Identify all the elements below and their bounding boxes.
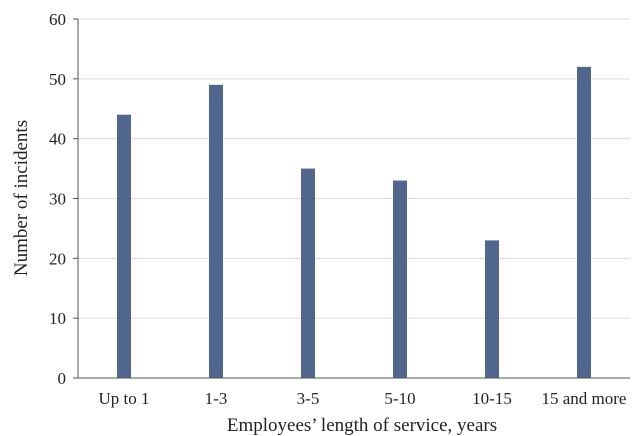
y-tick-label: 0 xyxy=(58,369,67,388)
y-axis-title: Number of incidents xyxy=(11,120,32,276)
x-tick-label: Up to 1 xyxy=(99,389,150,408)
y-tick-label: 60 xyxy=(49,10,66,29)
x-tick-label: 5-10 xyxy=(384,389,415,408)
bar xyxy=(393,181,407,378)
x-tick-label: 1-3 xyxy=(205,389,228,408)
x-axis-title: Employees’ length of service, years xyxy=(227,415,497,436)
y-tick-label: 20 xyxy=(49,249,66,268)
gridlines xyxy=(78,19,630,318)
y-tick-label: 50 xyxy=(49,70,66,89)
bar xyxy=(117,115,131,378)
x-tick-labels: Up to 1 1-3 3-5 5-10 10-15 15 and more xyxy=(99,389,627,408)
bar xyxy=(485,240,499,378)
y-tick-labels: 0 10 20 30 40 50 60 xyxy=(49,10,66,388)
bar xyxy=(209,85,223,378)
bar xyxy=(301,169,315,378)
bars xyxy=(117,67,591,378)
y-tick-label: 10 xyxy=(49,309,66,328)
y-tick-label: 30 xyxy=(49,190,66,209)
x-tick-label: 3-5 xyxy=(297,389,320,408)
x-tick-label: 15 and more xyxy=(542,389,627,408)
x-tick-label: 10-15 xyxy=(472,389,512,408)
y-tick-label: 40 xyxy=(49,130,66,149)
bar xyxy=(577,67,591,378)
